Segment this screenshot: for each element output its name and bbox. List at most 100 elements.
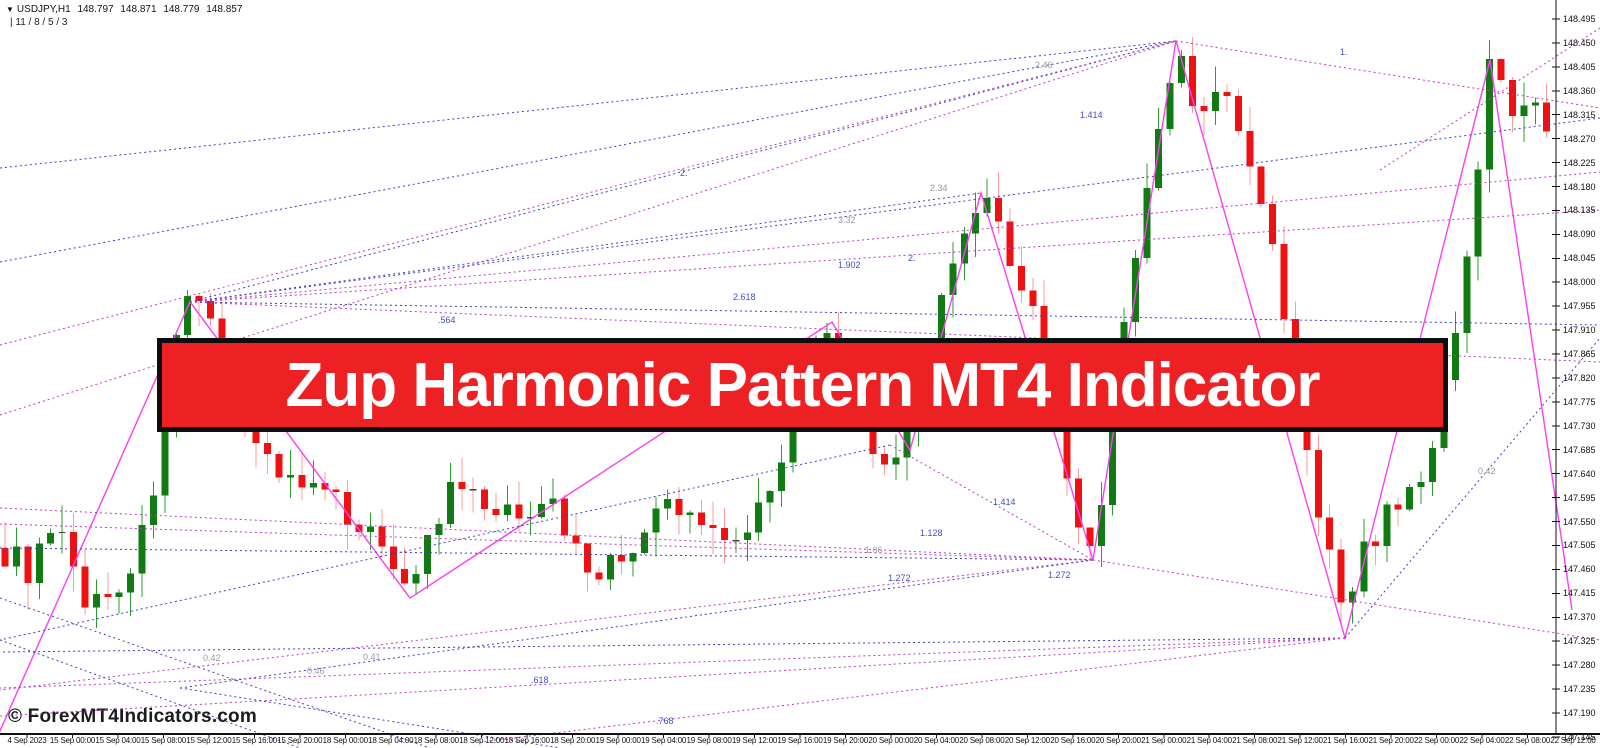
price-tick-label: 148.000 <box>1563 277 1596 288</box>
price-tick-label: 148.090 <box>1563 229 1596 240</box>
price-tick-label: 148.045 <box>1563 253 1596 264</box>
candle-body <box>686 512 694 515</box>
fib-ratio-label: .768 <box>656 716 674 726</box>
candle-body <box>58 531 66 534</box>
time-tick-label: 20 Sep 00:00 <box>868 736 914 745</box>
time-tick-label: 18 Sep 20:00 <box>550 736 596 745</box>
price-tick-label: 147.325 <box>1563 636 1596 647</box>
fib-ratio-label: .564 <box>438 315 456 325</box>
harmonic-pattern-line <box>889 444 1094 561</box>
time-tick-label: 19 Sep 20:00 <box>822 736 869 745</box>
time-tick-label: 18 Sep 00:00 <box>322 736 368 745</box>
candle-body <box>161 419 169 496</box>
time-tick-label: 15 Sep 20:00 <box>277 736 323 745</box>
candle-body <box>641 532 649 553</box>
time-tick-label: 21 Sep 04:00 <box>1186 736 1232 745</box>
candle-body <box>880 453 888 465</box>
candle-body <box>720 527 728 541</box>
time-tick-label: 20 Sep 08:00 <box>959 736 1005 745</box>
candle-body <box>629 552 637 562</box>
candle-body <box>1040 306 1048 350</box>
candle-body <box>424 535 432 574</box>
harmonic-pattern-line <box>189 209 1600 303</box>
candle-body <box>458 482 466 490</box>
candle-body <box>949 263 957 295</box>
candle-body <box>663 499 671 509</box>
time-tick-label: 19 Sep 08:00 <box>686 736 732 745</box>
harmonic-pattern-line <box>1175 40 1600 109</box>
price-tick-label: 147.415 <box>1563 588 1596 599</box>
harmonic-pattern-line <box>1092 559 1600 641</box>
fib-ratio-label: 2.618 <box>733 292 756 302</box>
candle-body <box>766 490 774 503</box>
candle-body <box>287 475 294 478</box>
harmonic-pattern-line <box>0 507 1094 561</box>
ohlc-close: 148.857 <box>206 4 243 15</box>
candle-body <box>252 430 260 444</box>
watermark: © ForexMT4Indicators.com <box>8 706 257 727</box>
candle-body <box>92 593 100 608</box>
harmonic-pattern-line <box>189 301 1600 326</box>
candle-body <box>1349 591 1357 603</box>
price-tick-label: 148.360 <box>1563 85 1596 96</box>
price-tick-label: 148.180 <box>1563 181 1596 192</box>
candle-body <box>446 482 454 524</box>
candle-body <box>960 233 968 264</box>
time-axis[interactable]: 4 Sep 2023 15 Sep 00:00 15 Sep 04:00 15 Sep… <box>0 736 1600 748</box>
harmonic-pattern-line <box>0 597 431 748</box>
price-axis[interactable]: 148.495 148.450 148.405 148.360 148.315 148.2… <box>1556 0 1600 742</box>
time-tick-label: 18 Sep 08:00 <box>413 736 459 745</box>
candle-body <box>1086 527 1094 547</box>
time-tick-label: 21 Sep 08:00 <box>1232 736 1278 745</box>
time-tick-label: 21 Sep 00:00 <box>1141 736 1187 745</box>
time-tick-label: 15 Sep 12:00 <box>186 736 232 745</box>
price-tick-label: 147.955 <box>1563 301 1596 312</box>
candle-body <box>869 418 877 454</box>
time-tick-label: 19 Sep 00:00 <box>595 736 641 745</box>
fib-ratio-label: 0.42 <box>203 653 221 663</box>
candle-body <box>115 592 123 597</box>
fib-ratio-label: 1.272 <box>1048 570 1071 580</box>
candle-body <box>549 498 557 505</box>
candle-body <box>1 548 9 567</box>
price-tick-label: 147.370 <box>1563 612 1596 623</box>
harmonic-pattern-line <box>0 547 1094 561</box>
candle-body <box>218 318 226 352</box>
price-tick-label: 147.865 <box>1563 349 1596 360</box>
candle-body <box>275 454 283 478</box>
time-tick-label: 15 Sep 00:00 <box>49 736 96 745</box>
price-tick-label: 148.315 <box>1563 109 1596 120</box>
ohlc-low: 148.779 <box>163 4 200 15</box>
candle-body <box>412 573 420 584</box>
price-tick-label: 147.595 <box>1563 492 1596 503</box>
candle-body <box>1257 166 1265 204</box>
candle-body <box>538 504 546 518</box>
candle-body <box>972 213 980 234</box>
candle-body <box>606 555 614 580</box>
time-tick-label: 22 Sep 08:00 <box>1504 736 1551 745</box>
candle-body <box>903 422 911 458</box>
candle-body <box>1474 169 1482 257</box>
symbol-dropdown-icon[interactable]: ▼ <box>6 5 14 14</box>
time-tick-label: 18 Sep 04:00 <box>368 736 414 745</box>
candle-body <box>1337 549 1345 603</box>
price-tick-label: 147.235 <box>1563 684 1596 695</box>
harmonic-pattern-line <box>189 171 1600 303</box>
candle-body <box>1212 92 1220 112</box>
harmonic-pattern-line <box>0 40 1177 346</box>
time-tick-label: 19 Sep 04:00 <box>640 736 687 745</box>
candle-body <box>1074 478 1082 528</box>
time-tick-label: 15 Sep 08:00 <box>140 736 187 745</box>
candle-body <box>195 295 203 302</box>
chart-header[interactable]: ▼ USDJPY,H1 148.797 148.871 148.779 148.8… <box>6 4 246 15</box>
candle-body <box>1029 290 1037 307</box>
candle-body <box>618 555 626 562</box>
harmonic-pattern-line <box>0 40 1177 169</box>
candle-body <box>366 526 374 532</box>
harmonic-pattern-line <box>0 637 1346 689</box>
candle-body <box>321 483 329 490</box>
candle-body <box>675 499 683 515</box>
candle-body <box>1097 505 1105 547</box>
candle-body <box>35 543 43 584</box>
candle-body <box>70 531 78 567</box>
